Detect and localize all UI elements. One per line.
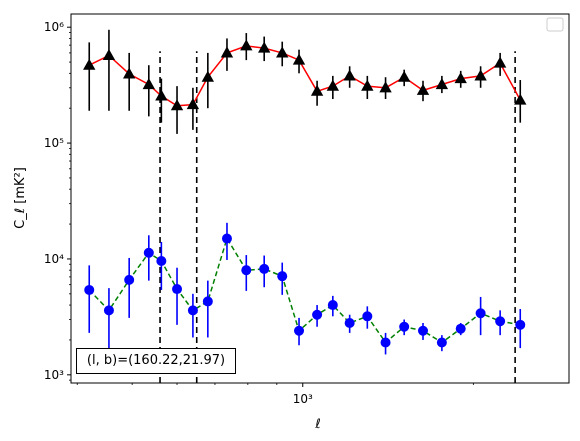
- series-2-point-9: [221, 233, 232, 244]
- series-2-point-16: [344, 318, 355, 329]
- series-2-point-25: [515, 319, 526, 330]
- coordinate-annotation: (l, b)=(160.22,21.97): [76, 348, 236, 374]
- series-2-point-20: [417, 325, 428, 336]
- series-2-point-7: [187, 305, 198, 316]
- series-1-point-11: [258, 41, 271, 53]
- series-1-point-19: [398, 70, 411, 82]
- series-1-point-5: [155, 89, 168, 101]
- y-tick-label: 10⁵: [44, 136, 64, 150]
- x-axis-label: ℓ: [314, 417, 320, 432]
- series-2-point-11: [259, 263, 270, 274]
- series-1-point-7: [186, 98, 200, 110]
- series-2-point-6: [172, 284, 183, 295]
- series-1-line: [88, 45, 521, 107]
- series-2-point-5: [156, 256, 167, 267]
- series-1-point-16: [343, 69, 356, 81]
- series-1-point-17: [361, 79, 374, 91]
- series-1-point-1: [83, 58, 96, 70]
- series-2-point-23: [475, 308, 486, 319]
- series-2-point-8: [202, 296, 213, 307]
- series-1-point-8: [201, 70, 215, 82]
- series-2-point-24: [495, 316, 506, 327]
- series-1-point-10: [240, 39, 253, 51]
- series-2-point-10: [241, 265, 252, 276]
- series-1-point-22: [454, 72, 467, 84]
- y-tick-label: 10³: [44, 368, 64, 382]
- series-1-point-21: [435, 78, 449, 90]
- series-2-point-15: [327, 300, 338, 311]
- series-2-point-12: [277, 271, 288, 282]
- series-2-point-13: [294, 325, 305, 336]
- series-1-point-6: [170, 99, 184, 111]
- plot-frame: [70, 13, 570, 384]
- series-2-point-17: [362, 311, 373, 322]
- series-1-point-20: [416, 83, 430, 95]
- series-1-point-4: [142, 78, 155, 90]
- series-1-point-14: [310, 84, 324, 96]
- series-1-point-25: [514, 93, 527, 105]
- series-2-point-21: [436, 337, 447, 348]
- series-1-point-3: [123, 67, 136, 79]
- series-2-point-18: [380, 337, 391, 348]
- series-1-point-15: [326, 79, 340, 91]
- series-2-point-19: [399, 321, 410, 332]
- empty-legend-box: [546, 17, 564, 32]
- series-1-point-23: [474, 69, 487, 81]
- series-2-point-2: [103, 305, 114, 316]
- series-2-point-14: [312, 309, 323, 320]
- series-1-point-2: [102, 48, 116, 61]
- series-1-point-12: [276, 46, 289, 58]
- series-2-line: [88, 236, 521, 344]
- y-tick-label: 10⁴: [44, 252, 64, 266]
- x-tick-label: 10³: [293, 392, 313, 406]
- series-2-point-4: [143, 247, 154, 258]
- series-1-point-9: [220, 46, 234, 58]
- series-1-point-18: [379, 81, 392, 93]
- y-axis-label: C_ℓ [mK²]: [13, 167, 28, 229]
- series-2-point-1: [84, 284, 95, 295]
- series-2-point-22: [455, 323, 466, 334]
- series-1-point-13: [292, 53, 306, 65]
- y-tick-label: 10⁶: [44, 20, 64, 34]
- series-1-point-24: [493, 56, 507, 68]
- series-2-point-3: [124, 274, 135, 285]
